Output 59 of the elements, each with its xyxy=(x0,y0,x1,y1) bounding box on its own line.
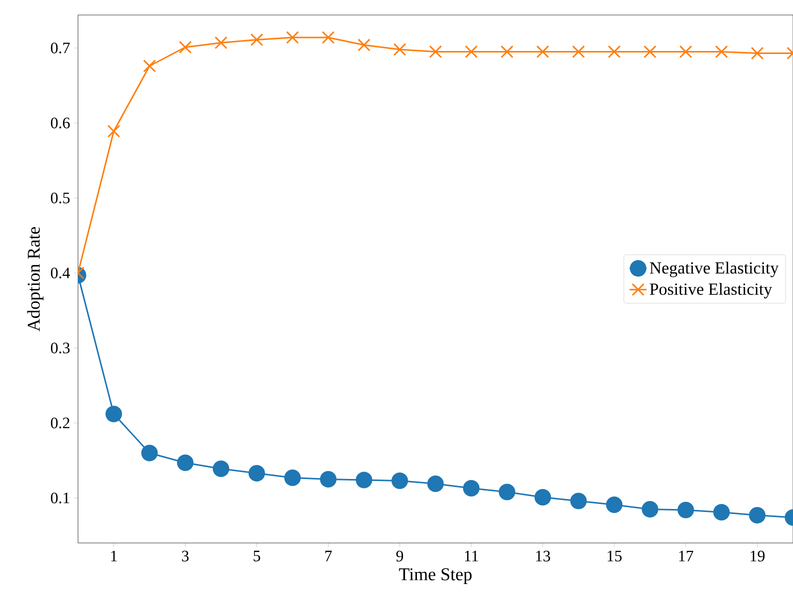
point xyxy=(606,496,623,513)
point xyxy=(141,444,158,462)
point xyxy=(498,484,516,500)
point xyxy=(678,502,694,518)
x-tick-label: 5 xyxy=(254,550,260,562)
point xyxy=(536,45,550,58)
point xyxy=(286,31,299,44)
x-tick-label: 3 xyxy=(182,550,189,562)
x-tick-label: 13 xyxy=(536,550,550,562)
x-tick-label: 7 xyxy=(325,550,332,562)
point xyxy=(642,500,658,518)
point xyxy=(749,506,766,524)
x-tick-label: 17 xyxy=(679,550,694,562)
y-axis-title: Adoption Rate xyxy=(27,227,44,332)
legend-label: Positive Elasticity xyxy=(650,282,772,298)
point xyxy=(464,45,478,58)
y-tick-label: 0.3 xyxy=(50,342,70,354)
y-tick-label: 0.5 xyxy=(50,192,70,204)
x-tick-label: 11 xyxy=(464,550,478,562)
x-tick-label: 15 xyxy=(608,550,622,562)
point xyxy=(177,454,194,471)
point xyxy=(608,45,621,58)
point xyxy=(106,406,122,422)
point xyxy=(393,43,406,56)
point xyxy=(500,45,514,58)
x-axis-title: Time Step xyxy=(399,568,472,584)
y-tick-label: 0.1 xyxy=(50,492,70,504)
point xyxy=(392,472,408,489)
point xyxy=(358,38,370,52)
y-tick-label: 0.6 xyxy=(50,118,70,128)
x-tick-label: 1 xyxy=(111,550,117,562)
point xyxy=(322,31,335,44)
y-tick-label: 0.2 xyxy=(50,418,70,428)
point xyxy=(572,45,585,58)
point xyxy=(248,464,266,482)
point xyxy=(250,33,264,46)
y-tick-label: 0.7 xyxy=(50,42,70,54)
point xyxy=(356,472,372,488)
point xyxy=(713,504,730,520)
point xyxy=(679,45,692,58)
point xyxy=(427,475,444,492)
point xyxy=(143,60,156,72)
point xyxy=(107,124,120,138)
y-tick-label: 0.4 xyxy=(50,268,70,278)
point xyxy=(644,45,656,58)
point xyxy=(178,40,192,54)
point xyxy=(534,488,552,506)
point xyxy=(284,469,301,486)
point xyxy=(429,45,442,58)
point xyxy=(214,36,228,50)
x-tick-label: 9 xyxy=(396,550,404,562)
point xyxy=(570,492,587,510)
point xyxy=(750,46,764,60)
legend-label: Negative Elasticity xyxy=(650,262,779,278)
point xyxy=(212,460,230,477)
point xyxy=(320,470,337,488)
x-tick-label: 19 xyxy=(750,550,765,562)
point xyxy=(715,45,728,58)
point xyxy=(463,480,480,496)
